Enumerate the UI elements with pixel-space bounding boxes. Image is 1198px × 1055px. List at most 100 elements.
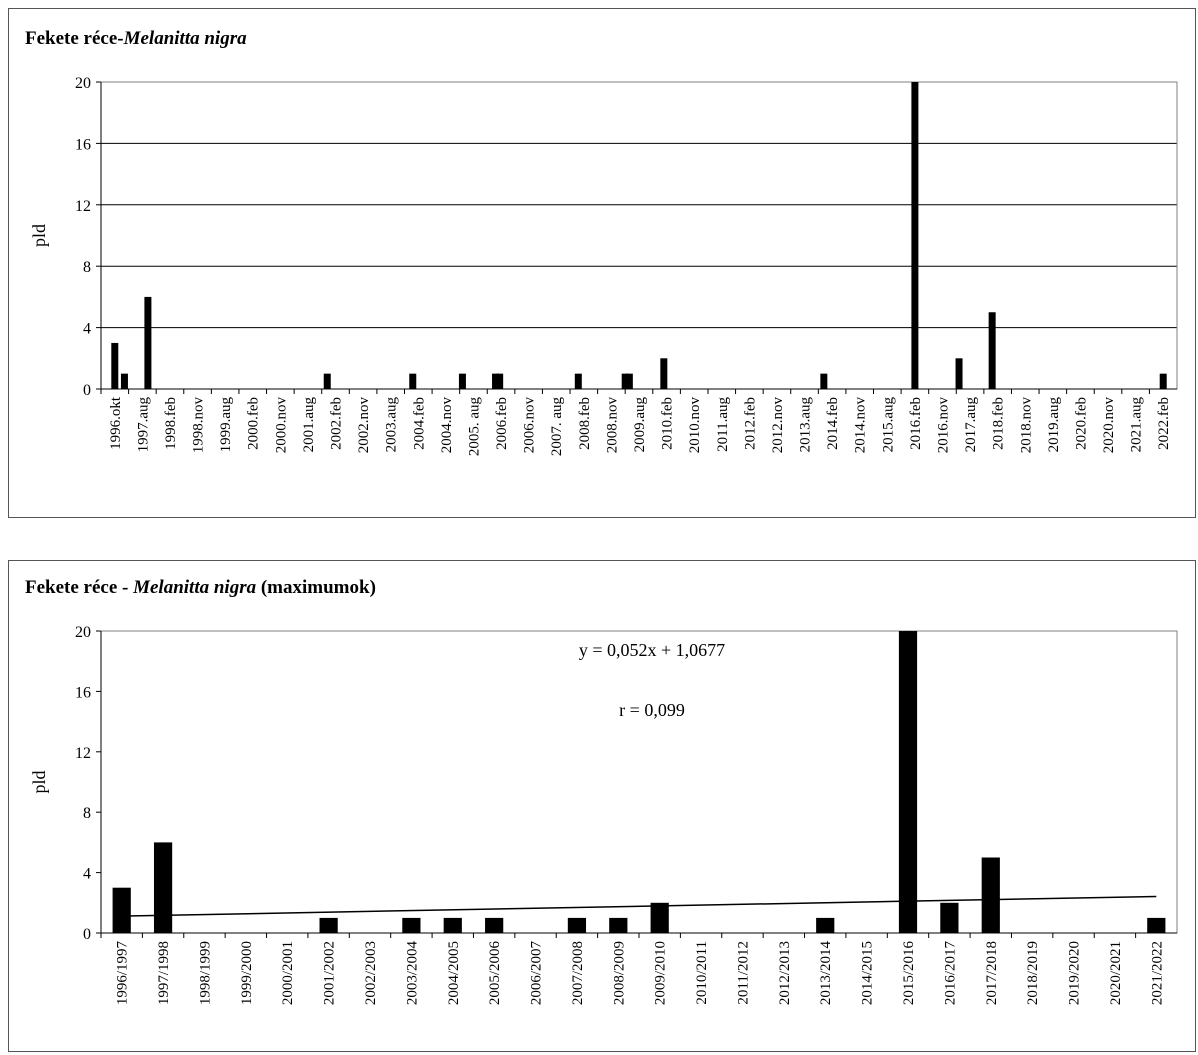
x-tick-label: 2008.feb [577, 397, 593, 450]
x-tick-label: 1996/1997 [115, 941, 131, 1006]
x-tick-label: 2003/2004 [404, 941, 420, 1006]
bar [988, 312, 996, 389]
x-tick-label: 2003.aug [384, 397, 400, 453]
x-tick-label: 2002/2003 [363, 941, 379, 1005]
y-tick-label: 20 [75, 75, 91, 92]
y-tick-label: 8 [83, 259, 91, 276]
bar [820, 373, 828, 389]
bar [496, 373, 504, 389]
bar [650, 902, 669, 933]
bar [1147, 917, 1166, 933]
bar [458, 373, 466, 389]
bar [111, 342, 119, 389]
x-tick-label: 1999/2000 [239, 941, 255, 1005]
bar [981, 857, 1000, 933]
bar [955, 358, 963, 389]
x-tick-label: 2018/2019 [1025, 941, 1041, 1005]
x-tick-label: 2011.aug [715, 397, 731, 452]
bar [402, 917, 421, 933]
chart-title: Fekete réce-Melanitta nigra [25, 28, 247, 49]
x-tick-label: 2004/2005 [446, 941, 462, 1005]
y-tick-label: 20 [75, 624, 91, 641]
bar [574, 373, 582, 389]
y-tick-label: 16 [75, 136, 91, 153]
observations-bar-chart: Fekete réce-Melanitta nigra 0 4 8 12 16 20 pld 1… [25, 28, 1178, 457]
x-tick-label: 2020.feb [1073, 397, 1089, 450]
y-tick-label: 12 [75, 745, 91, 762]
x-tick-label: 1996.okt [108, 396, 124, 450]
bar [1159, 373, 1167, 389]
x-tick-label: 2021/2022 [1149, 941, 1165, 1005]
x-tick-label: 2013/2014 [818, 941, 834, 1006]
x-tick-label: 2017/2018 [984, 941, 1000, 1005]
bar [567, 917, 587, 933]
y-tick-label: 12 [75, 198, 91, 215]
bar [443, 917, 462, 933]
x-tick-label: 2006/2007 [529, 941, 545, 1006]
x-tick-label: 1997/1998 [156, 941, 172, 1005]
x-tick-label: 2018.nov [1018, 397, 1034, 454]
x-tick-label: 2001.aug [301, 397, 317, 453]
x-tick-label: 2000/2001 [280, 941, 296, 1005]
x-tick-label: 2007/2008 [570, 941, 586, 1005]
x-tick-label: 2010.nov [687, 397, 703, 454]
x-tick-label: 2021.aug [1129, 397, 1145, 453]
bar [112, 887, 131, 933]
x-tick-label: 2009/2010 [653, 941, 669, 1005]
bar [660, 358, 668, 389]
x-tick-label: 2008.nov [604, 397, 620, 454]
x-tick-label: 2004.nov [439, 397, 455, 454]
x-tick-label: 2006.feb [494, 397, 510, 450]
y-tick-label: 8 [83, 805, 91, 822]
x-tick-label: 2013.aug [798, 397, 814, 453]
x-tick-label: 2019.aug [1046, 397, 1062, 453]
x-tick-label: 2019/2020 [1067, 941, 1083, 1005]
x-tick-label: 2016.feb [908, 397, 924, 450]
bar [940, 902, 959, 933]
bar [816, 917, 835, 933]
x-tick-label: 2016/2017 [942, 941, 958, 1006]
bar [144, 296, 152, 389]
x-tick-label: 2014/2015 [860, 941, 876, 1005]
x-tick-label: 2022.feb [1156, 397, 1172, 450]
chart-title: Fekete réce - Melanitta nigra (maximumok… [25, 577, 376, 598]
y-tick-label: 16 [75, 684, 91, 701]
maxima-bar-chart: Fekete réce - Melanitta nigra (maximumok… [25, 577, 1178, 1006]
y-tick-label: 0 [83, 382, 91, 399]
bar [609, 917, 628, 933]
x-tick-label: 2011/2012 [735, 941, 751, 1005]
x-tick-label: 2000.nov [273, 397, 289, 454]
x-tick-label: 2018.feb [991, 397, 1007, 450]
bar [409, 373, 417, 389]
bar [120, 373, 128, 389]
trendline [121, 895, 1157, 917]
chart-panel-observations: Fekete réce-Melanitta nigra 0 4 8 12 16 20 pld 1… [8, 8, 1196, 518]
x-tick-label: 2010.feb [660, 397, 676, 450]
x-tick-label: 1998.feb [163, 397, 179, 450]
x-tick-label: 1998/1999 [197, 941, 213, 1005]
x-tick-label: 2004.feb [411, 397, 427, 450]
bar [323, 373, 331, 389]
y-axis-label: pld [29, 224, 49, 247]
x-tick-label: 2005/2006 [487, 941, 503, 1006]
x-tick-label: 2000.feb [246, 397, 262, 450]
y-tick-label: 4 [83, 866, 91, 883]
bar [153, 842, 173, 933]
x-tick-label: 2007. aug [549, 397, 565, 457]
bar [911, 82, 919, 389]
x-tick-label: 2001/2002 [322, 941, 338, 1005]
bar [625, 373, 633, 389]
x-tick-label: 2009.aug [632, 397, 648, 453]
x-tick-label: 2015.aug [880, 397, 896, 453]
x-tick-label: 2002.feb [329, 397, 345, 450]
x-tick-label: 2017.aug [963, 397, 979, 453]
x-tick-label: 2020/2021 [1108, 941, 1124, 1005]
plot-area [100, 630, 1178, 934]
x-tick-label: 2014.nov [853, 397, 869, 454]
correlation-label: r = 0,099 [619, 700, 685, 720]
y-axis-label: pld [29, 770, 49, 793]
x-tick-label: 2008/2009 [611, 941, 627, 1005]
x-tick-label: 2006.nov [522, 397, 538, 454]
bar [485, 917, 504, 933]
plot-area [100, 81, 1178, 390]
